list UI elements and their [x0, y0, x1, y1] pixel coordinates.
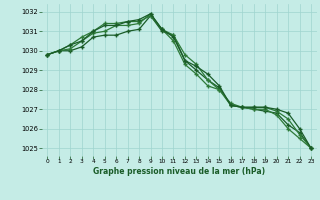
X-axis label: Graphe pression niveau de la mer (hPa): Graphe pression niveau de la mer (hPa)	[93, 167, 265, 176]
